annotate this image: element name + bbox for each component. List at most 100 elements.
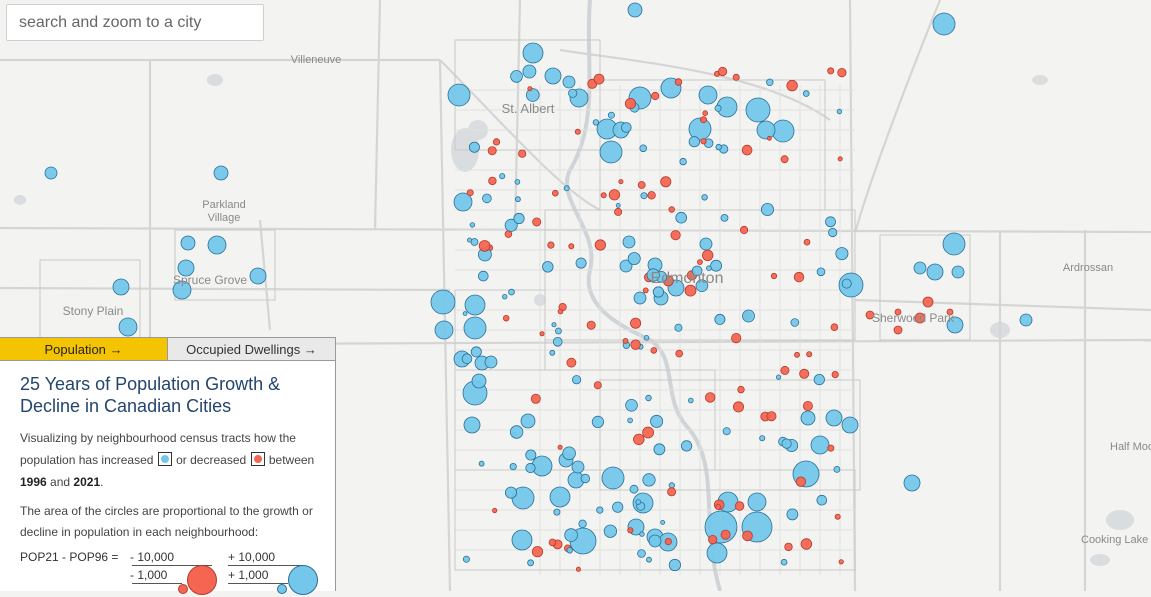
decrease-circle — [539, 331, 545, 337]
increase-circle — [620, 122, 632, 133]
increase-circle — [625, 398, 638, 412]
increase-circle — [646, 556, 652, 563]
decrease-circle — [795, 476, 807, 487]
increase-circle — [766, 78, 774, 86]
increase-circle — [714, 313, 726, 325]
decrease-circle — [574, 128, 581, 135]
desc-part-1: Visualizing by neighbourhood census trac… — [20, 431, 296, 467]
water-body — [14, 195, 26, 205]
increase-circle — [627, 252, 641, 266]
decrease-circle — [802, 400, 813, 411]
place-label-st-albert: St. Albert — [502, 101, 555, 116]
decrease-circle — [637, 181, 646, 189]
increase-circle — [562, 446, 576, 461]
decrease-circle — [608, 189, 621, 201]
increase-circle — [172, 280, 192, 300]
desc-and: and — [50, 475, 71, 489]
decrease-circle — [803, 238, 811, 246]
increase-circle — [527, 559, 534, 567]
desc-end: . — [100, 475, 104, 489]
decrease-circle — [557, 308, 564, 315]
increase-circle — [513, 212, 525, 225]
increase-circle — [745, 97, 771, 123]
increase-circle — [668, 482, 675, 489]
increase-circle — [510, 70, 523, 83]
increase-circle — [639, 144, 647, 153]
legend-pos-small-circle — [277, 584, 287, 594]
increase-circle — [575, 257, 587, 269]
increase-circle — [674, 323, 683, 332]
increase-circle — [525, 449, 537, 461]
tab-occupied-dwellings[interactable]: Occupied Dwellings → — [168, 338, 335, 360]
increase-circle — [715, 143, 722, 151]
size-legend: POP21 - POP96 = - 10,000 - 1,000 + 10,00… — [20, 547, 318, 597]
increase-circle — [482, 193, 492, 204]
increase-circle — [511, 529, 533, 551]
increase-circle — [841, 278, 852, 289]
decrease-circle — [664, 537, 672, 546]
increase-circle — [508, 288, 515, 296]
city-search-input[interactable] — [6, 4, 264, 41]
increase-circle — [566, 547, 573, 554]
legend-pos-small-line — [228, 583, 288, 584]
decrease-circle — [770, 272, 778, 280]
increase-circle — [607, 111, 615, 119]
increase-circle — [463, 316, 487, 340]
decrease-circle — [837, 68, 847, 78]
place-labels: Villeneuve St. Albert Edmonton Parkland … — [63, 54, 1151, 546]
increase-circle — [544, 67, 562, 85]
highway — [513, 0, 522, 231]
tab-population[interactable]: Population → — [0, 338, 168, 360]
increase-circle — [825, 409, 843, 427]
increase-circle — [645, 394, 652, 402]
decrease-circle — [660, 176, 672, 188]
increase-circle — [926, 263, 944, 281]
increase-circle — [706, 542, 728, 564]
increase-circle — [701, 194, 708, 201]
increase-circle — [509, 425, 524, 439]
decrease-circle — [532, 217, 542, 227]
increase-circle — [781, 438, 792, 449]
increase-circle — [468, 141, 480, 153]
increase-circle — [249, 267, 267, 285]
increase-circle — [913, 261, 927, 275]
legend-pos-small: + 1,000 — [228, 568, 269, 582]
increase-circle — [780, 558, 788, 566]
decrease-circle — [618, 179, 624, 185]
increase-circle — [642, 473, 656, 487]
decrease-circle — [586, 320, 596, 330]
increase-circle — [434, 320, 454, 340]
decrease-circle — [527, 86, 533, 92]
increase-circle — [622, 235, 636, 249]
increase-circle — [180, 235, 196, 251]
decrease-circle — [675, 349, 683, 358]
year-end: 2021 — [73, 475, 101, 489]
decrease-circle — [702, 249, 714, 262]
increase-circle — [1019, 313, 1033, 327]
increase-circle — [464, 294, 486, 316]
decrease-circle — [794, 351, 800, 358]
increase-circle — [612, 501, 624, 513]
decrease-circle — [667, 487, 677, 497]
decrease-circle — [557, 444, 563, 450]
place-label-cooking-lake: Cooking Lake — [1081, 534, 1148, 546]
decrease-circle — [732, 73, 740, 81]
legend-formula: POP21 - POP96 = — [20, 550, 119, 564]
decrease-circle — [838, 559, 844, 565]
decrease-circle — [720, 529, 731, 540]
increase-circle — [571, 375, 582, 385]
decrease-circle — [800, 538, 813, 550]
decrease-circle — [922, 296, 934, 308]
increase-circle — [466, 237, 472, 243]
decrease-circle — [702, 110, 708, 116]
increase-circle — [563, 185, 570, 192]
decrease-circle — [633, 433, 645, 446]
increase-circle — [747, 492, 767, 512]
tract-boundary — [454, 469, 856, 571]
water-body — [207, 74, 223, 86]
legend-pos-large-circle — [288, 565, 318, 595]
increase-circle — [177, 259, 195, 277]
increase-circle — [592, 119, 600, 126]
decrease-circle — [518, 149, 527, 158]
